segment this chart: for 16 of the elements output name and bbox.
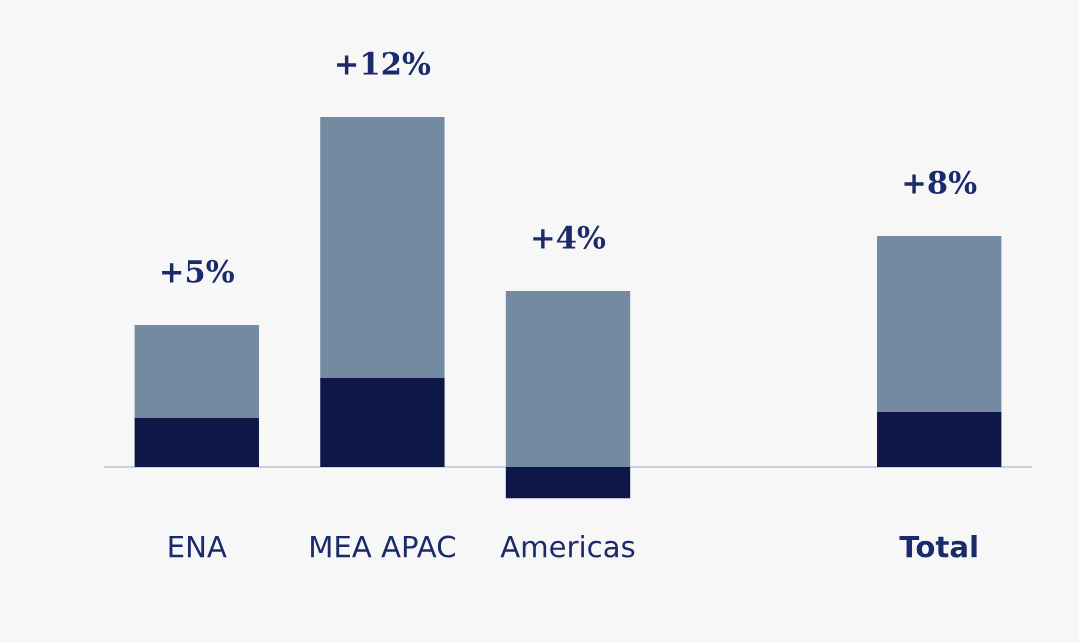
bar: [877, 412, 1002, 467]
bar: [134, 418, 259, 467]
annotation: +4%: [533, 225, 606, 249]
annotation: +5%: [162, 259, 234, 283]
x-tick-label: Total: [899, 535, 977, 558]
bar: [505, 290, 631, 467]
bar: [877, 236, 1002, 413]
bar: [320, 378, 445, 467]
annotation: +12%: [337, 51, 431, 75]
x-tick-label: MEA APAC: [311, 535, 455, 558]
bar: [134, 324, 259, 418]
x-tick-label: ENA: [169, 535, 227, 558]
x-tick-label: Americas: [500, 535, 635, 558]
bar: [320, 117, 445, 379]
bar: [505, 467, 631, 499]
annotation: +8%: [904, 170, 977, 194]
